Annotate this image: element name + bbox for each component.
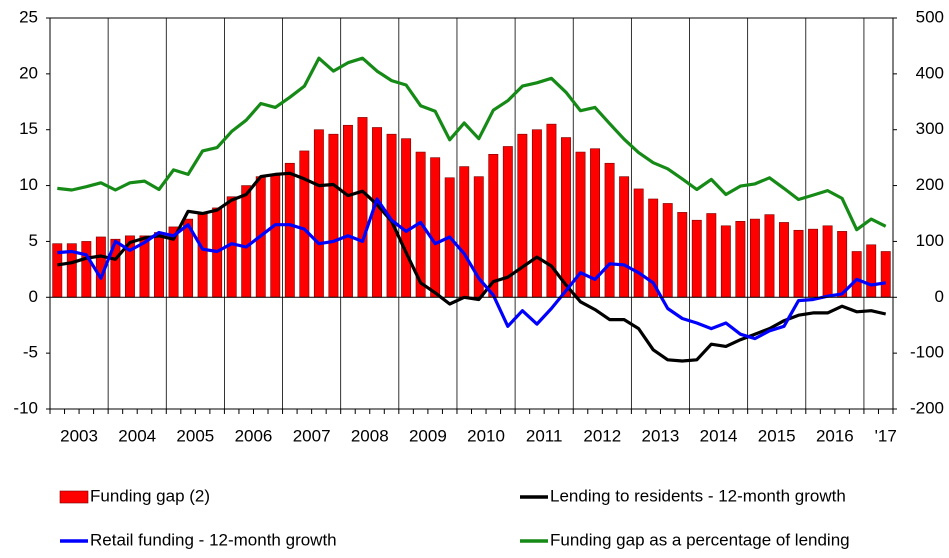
bar <box>793 229 804 298</box>
bar <box>808 228 819 298</box>
x-tick-label: 2005 <box>176 426 214 445</box>
bar <box>81 241 92 298</box>
bar <box>735 221 746 298</box>
x-tick-label: 2016 <box>816 426 854 445</box>
x-tick-label: 2011 <box>526 426 563 445</box>
bar <box>866 244 877 298</box>
x-tick-label: 2013 <box>642 426 680 445</box>
legend-label: Lending to residents - 12-month growth <box>550 486 846 505</box>
bar <box>749 218 760 298</box>
y2-tick-label: 100 <box>916 231 944 250</box>
y2-tick-label: 0 <box>935 287 944 306</box>
x-tick-label: 2012 <box>583 426 621 445</box>
y-tick-label: 5 <box>29 231 38 250</box>
x-tick-label: 2007 <box>293 426 331 445</box>
line <box>57 197 886 341</box>
y-tick-label: 0 <box>29 287 38 306</box>
line <box>57 56 887 232</box>
y2-tick-label: 400 <box>916 63 944 82</box>
bar <box>197 212 208 298</box>
bar <box>328 133 339 298</box>
plot-frame <box>49 17 894 410</box>
bar <box>299 150 310 298</box>
x-tick-label: 2006 <box>235 426 273 445</box>
bar <box>154 232 164 298</box>
y2-tick-label: 300 <box>916 119 944 138</box>
bar <box>459 166 470 298</box>
x-tick-label: 2009 <box>409 426 447 445</box>
bar <box>357 117 368 298</box>
x-tick-label: 2014 <box>700 426 738 445</box>
y2-tick-label: 200 <box>916 175 944 194</box>
bar <box>779 222 789 298</box>
y2-tick-label: -100 <box>910 343 944 362</box>
bar <box>706 213 717 298</box>
x-tick-label: 2010 <box>467 426 505 445</box>
legend-label: Funding gap (2) <box>90 486 210 505</box>
x-tick-label: 2015 <box>758 426 796 445</box>
bar <box>691 219 702 298</box>
bar <box>343 124 353 298</box>
bar <box>531 129 542 298</box>
x-tick-label: 2008 <box>351 426 389 445</box>
bar <box>662 203 673 298</box>
bar <box>488 153 499 298</box>
y-tick-label: 15 <box>19 119 38 138</box>
bar <box>430 157 441 298</box>
bar <box>633 188 644 298</box>
bar <box>619 176 630 298</box>
bar <box>313 129 324 298</box>
bar <box>677 212 688 298</box>
legend-label: Retail funding - 12-month growth <box>90 530 337 549</box>
bar <box>720 225 731 298</box>
bar <box>764 214 775 298</box>
bar <box>822 225 833 298</box>
bar <box>837 231 848 298</box>
bar <box>604 162 615 298</box>
x-tick-label: '17 <box>875 426 897 445</box>
y2-tick-label: 500 <box>916 7 944 26</box>
x-tick-label: 2004 <box>118 426 156 445</box>
bar <box>270 174 281 298</box>
y-tick-label: -10 <box>13 398 38 417</box>
y2-tick-label: -200 <box>910 398 944 417</box>
bar <box>561 137 571 298</box>
bar <box>517 133 528 298</box>
bar <box>880 251 891 298</box>
y-tick-label: -5 <box>23 343 38 362</box>
bar <box>401 138 412 298</box>
bar <box>851 251 862 298</box>
bar <box>284 162 295 298</box>
bar <box>241 185 252 298</box>
x-tick-label: 2003 <box>60 426 98 445</box>
y-tick-label: 20 <box>19 63 38 82</box>
legend-swatch <box>59 490 89 504</box>
y-tick-label: 10 <box>19 175 38 194</box>
y-tick-label: 25 <box>19 7 38 26</box>
legend-label: Funding gap as a percentage of lending <box>550 530 850 549</box>
